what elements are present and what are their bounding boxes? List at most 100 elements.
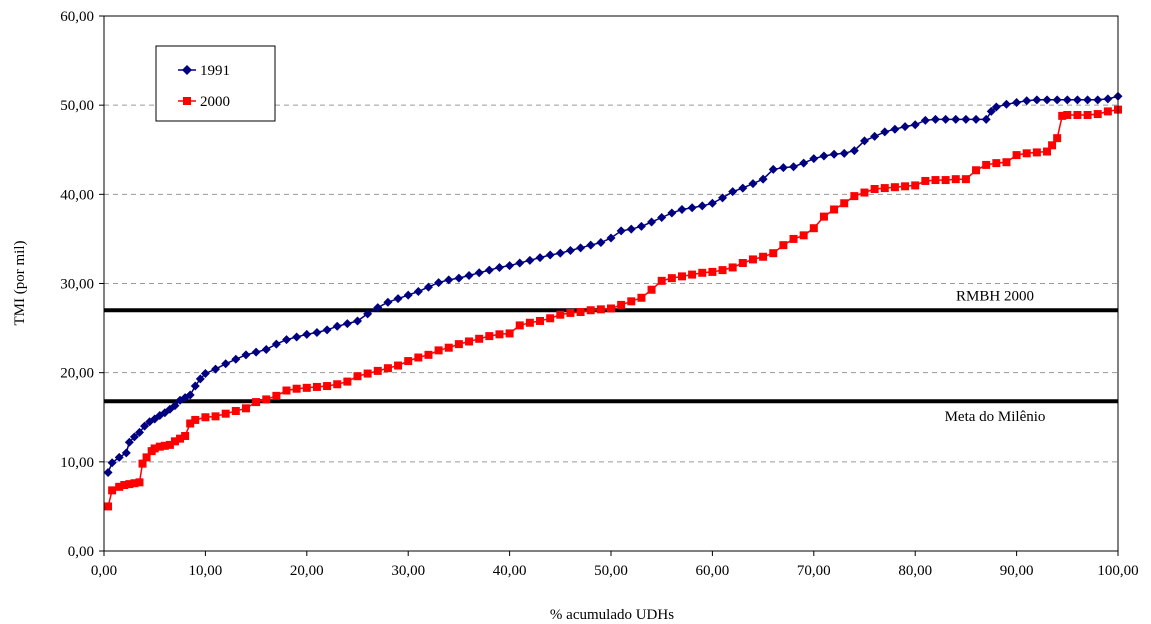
series-1991 <box>103 91 1123 478</box>
data-point <box>536 316 545 325</box>
data-point <box>880 127 890 137</box>
reference-line-label: RMBH 2000 <box>956 288 1034 304</box>
data-point <box>677 204 687 214</box>
data-point <box>819 212 828 221</box>
data-point <box>930 114 940 124</box>
data-point <box>1058 111 1067 120</box>
data-point <box>221 409 230 418</box>
data-point <box>728 263 737 272</box>
data-point <box>617 300 626 309</box>
data-point <box>687 203 697 213</box>
data-point <box>748 255 757 264</box>
data-point <box>1002 158 1011 167</box>
data-point <box>241 404 250 413</box>
data-point <box>221 359 231 369</box>
data-point <box>104 502 113 511</box>
data-point <box>986 106 996 116</box>
reference-line-label: Meta do Milênio <box>945 409 1046 425</box>
data-point <box>195 374 205 384</box>
data-point <box>961 114 971 124</box>
data-point <box>992 159 1001 168</box>
plot-area-border <box>103 15 1119 552</box>
data-point <box>124 437 134 447</box>
data-point <box>697 201 707 211</box>
data-point <box>626 224 636 234</box>
y-tick-label: 0,00 <box>68 544 94 560</box>
data-point <box>332 321 342 331</box>
legend-label-1991: 1991 <box>200 63 230 79</box>
data-point <box>971 114 981 124</box>
x-tick-label: 90,00 <box>1000 563 1034 579</box>
data-point <box>576 243 586 253</box>
data-point <box>107 458 117 468</box>
data-point <box>505 261 515 271</box>
data-point <box>505 329 514 338</box>
data-point <box>292 384 301 393</box>
data-point <box>718 193 728 203</box>
data-point <box>819 151 829 161</box>
data-point <box>921 176 930 185</box>
data-point <box>1072 95 1082 105</box>
gridlines <box>104 104 1118 463</box>
data-point <box>1103 107 1112 116</box>
x-tick-label: 10,00 <box>189 563 223 579</box>
x-tick-label: 30,00 <box>391 563 425 579</box>
data-point <box>170 437 179 446</box>
data-point <box>312 382 321 391</box>
data-point <box>637 293 646 302</box>
data-point <box>160 441 169 450</box>
data-point <box>302 329 312 339</box>
data-point <box>444 343 453 352</box>
data-point <box>465 337 474 346</box>
data-point <box>333 380 342 389</box>
data-point <box>353 316 362 326</box>
data-point <box>1048 141 1057 150</box>
data-point <box>282 335 292 345</box>
data-point <box>140 421 150 431</box>
data-point <box>961 175 970 184</box>
data-point <box>434 346 443 355</box>
data-point <box>657 276 666 285</box>
data-point <box>860 188 869 197</box>
y-tick-label: 10,00 <box>60 455 94 471</box>
data-point <box>972 166 981 175</box>
data-point <box>424 350 433 359</box>
data-point <box>849 146 859 156</box>
data-point <box>282 386 291 395</box>
data-point <box>271 339 281 349</box>
data-point <box>251 347 261 357</box>
data-point <box>373 303 383 313</box>
data-point <box>394 361 403 370</box>
data-point <box>138 459 147 468</box>
series-line <box>107 108 1119 507</box>
data-point <box>616 226 626 236</box>
data-point <box>647 217 657 227</box>
data-point <box>1093 110 1102 119</box>
data-point <box>155 442 164 451</box>
legend-label-2000: 2000 <box>200 94 230 110</box>
data-point <box>627 297 636 306</box>
data-point <box>677 272 686 281</box>
data-point <box>698 268 707 277</box>
data-point <box>150 444 159 453</box>
data-point <box>495 330 504 339</box>
data-point <box>343 377 352 386</box>
data-point <box>170 401 180 411</box>
data-point <box>556 310 565 319</box>
data-point <box>454 273 464 283</box>
x-tick-label: 70,00 <box>797 563 831 579</box>
data-point <box>186 419 195 428</box>
data-point <box>165 440 174 449</box>
data-point <box>900 122 910 132</box>
data-point <box>586 306 595 315</box>
axes <box>99 15 1119 556</box>
x-tick-label: 50,00 <box>594 563 628 579</box>
data-point <box>1032 95 1042 105</box>
x-tick-label: 0,00 <box>91 563 117 579</box>
series-2000 <box>104 105 1122 511</box>
data-point <box>525 318 534 327</box>
data-point <box>1032 148 1041 157</box>
data-point <box>738 183 748 193</box>
data-point <box>525 255 535 265</box>
